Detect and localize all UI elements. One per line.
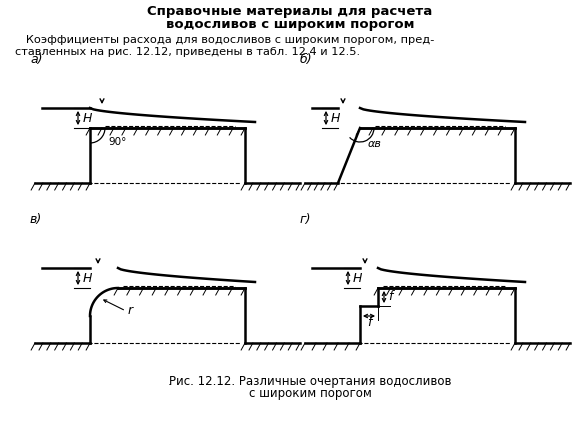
Text: г): г) <box>300 213 311 226</box>
Text: f: f <box>367 316 371 330</box>
Text: а): а) <box>30 53 42 66</box>
Text: H: H <box>353 272 362 284</box>
Text: 90°: 90° <box>108 137 126 147</box>
Text: с широким порогом: с широким порогом <box>249 387 371 400</box>
Text: r: r <box>128 304 133 318</box>
Text: ставленных на рис. 12.12, приведены в табл. 12.4 и 12.5.: ставленных на рис. 12.12, приведены в та… <box>15 47 360 57</box>
Text: H: H <box>331 112 340 124</box>
Text: в): в) <box>30 213 42 226</box>
Text: Коэффициенты расхода для водосливов с широким порогом, пред-: Коэффициенты расхода для водосливов с ши… <box>15 35 434 45</box>
Text: .: . <box>168 375 172 388</box>
Text: H: H <box>83 272 92 284</box>
Text: H: H <box>83 112 92 124</box>
Text: Рис. 12.12. Различные очертания водосливов: Рис. 12.12. Различные очертания водослив… <box>169 375 451 388</box>
Text: водосливов с широким порогом: водосливов с широким порогом <box>166 18 414 31</box>
Text: f: f <box>388 291 393 303</box>
Text: αв: αв <box>368 139 382 149</box>
Text: б): б) <box>300 53 313 66</box>
Text: Справочные материалы для расчета: Справочные материалы для расчета <box>147 5 433 18</box>
